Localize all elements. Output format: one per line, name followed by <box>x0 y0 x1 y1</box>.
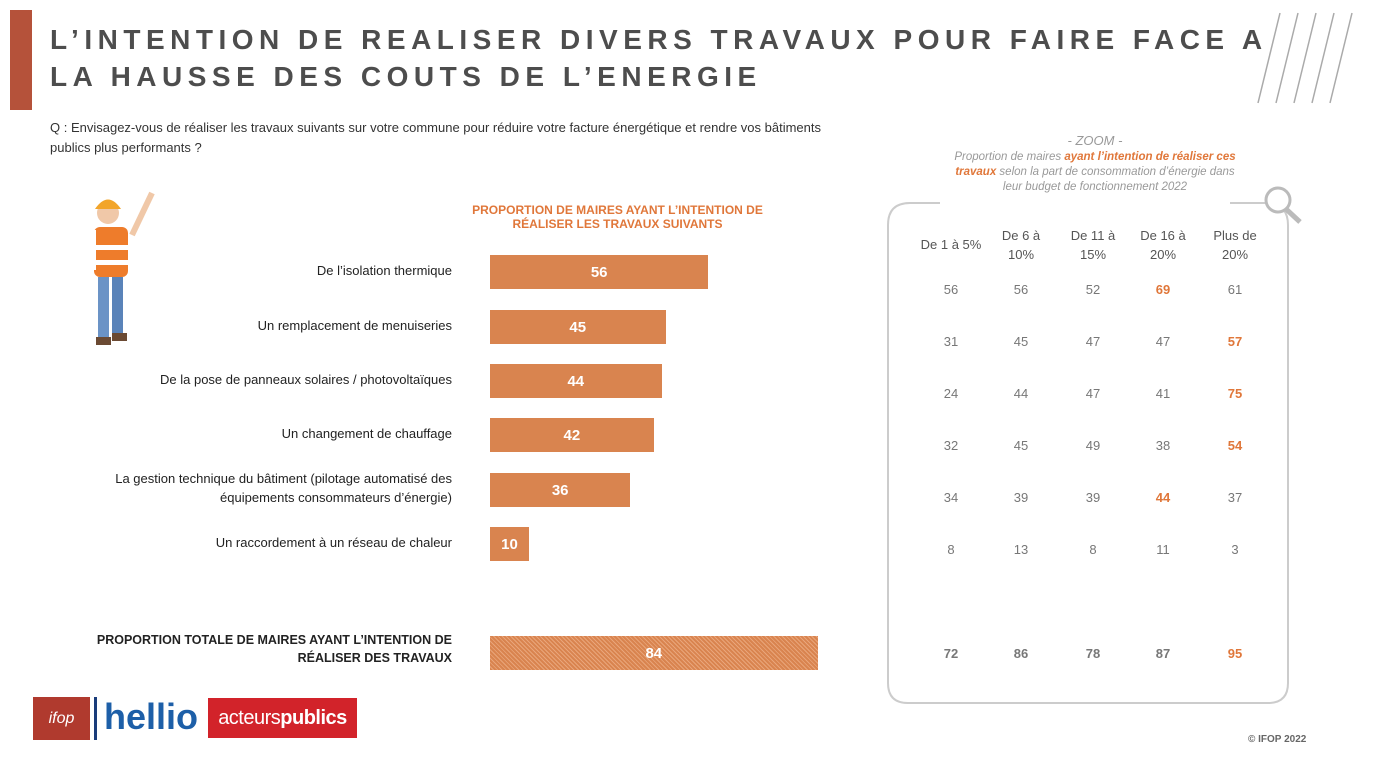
table-cell: 61 <box>1227 282 1243 297</box>
column-header: De 1 à 5% <box>920 237 982 252</box>
table-cell: 37 <box>1227 490 1243 505</box>
total-cell: 72 <box>943 646 959 661</box>
table-cell: 56 <box>1013 282 1029 297</box>
chart-title: PROPORTION DE MAIRES AYANT L’INTENTION D… <box>472 203 763 231</box>
caption-text: Proportion de maires <box>954 151 1065 163</box>
column-header: De 6 à <box>1001 228 1041 243</box>
data-label: 56 <box>590 263 608 281</box>
question: Q : Envisagez-vous de réaliser les trava… <box>50 120 821 155</box>
caption-text: selon la part de consommation d’énergie … <box>996 166 1235 193</box>
column-header: Plus de <box>1213 228 1257 243</box>
logo-text: publics <box>280 706 347 729</box>
column-header: De 16 à <box>1140 228 1186 243</box>
category-label: Un raccordement à un réseau de chaleur <box>215 534 452 550</box>
table-cell: 13 <box>1013 542 1029 557</box>
total-cell: 95 <box>1227 646 1243 661</box>
table-cell: 3 <box>1231 542 1239 557</box>
category-label: De l’isolation thermique <box>316 262 452 278</box>
table-cell: 56 <box>943 282 959 297</box>
data-label: 10 <box>501 535 518 553</box>
column-header: 10% <box>1007 247 1035 262</box>
table-cell: 8 <box>1089 542 1097 557</box>
table-cell: 52 <box>1085 282 1101 297</box>
table-cell: 11 <box>1156 542 1170 557</box>
table-cell: 45 <box>1013 334 1029 349</box>
column-header: 15% <box>1079 247 1107 262</box>
column-header: 20% <box>1149 247 1177 262</box>
table-cell: 8 <box>947 542 955 557</box>
table-cell: 49 <box>1085 438 1101 453</box>
zoom-heading: - ZOOM - <box>1067 133 1123 148</box>
bar: 56 <box>490 255 709 289</box>
table-cell: 32 <box>943 438 959 453</box>
table-cell: 34 <box>943 490 959 505</box>
total-bar: 84 <box>490 636 818 670</box>
logo-ifop: ifop <box>33 697 90 740</box>
data-label: 36 <box>551 481 569 499</box>
category-label: Un changement de chauffage <box>281 425 452 441</box>
bar: 36 <box>490 473 631 507</box>
zoom-frame <box>887 186 1302 704</box>
logo-hellio: hellio <box>104 696 199 737</box>
category-label: La gestion technique du bâtiment (pilota… <box>115 471 452 505</box>
caption-highlight: ayant l’intention de réaliser ces travau… <box>955 151 1236 178</box>
table-cell: 47 <box>1085 334 1101 349</box>
table-cell: 57 <box>1227 334 1243 349</box>
table-cell: 39 <box>1085 490 1101 505</box>
table-cell: 47 <box>1085 386 1101 401</box>
category-label: Un remplacement de menuiseries <box>257 317 452 333</box>
worker-illustration <box>89 191 155 345</box>
zoom-caption: Proportion de maires ayant l’intention d… <box>950 150 1240 195</box>
table-cell: 39 <box>1013 490 1029 505</box>
table-cell: 44 <box>1013 386 1029 401</box>
bar: 42 <box>490 418 654 452</box>
bar: 10 <box>490 527 529 561</box>
title-line: L’INTENTION DE REALISER DIVERS TRAVAUX P… <box>50 24 1268 55</box>
logo-acteurspublics: acteurs publics <box>208 698 357 738</box>
table-cell: 44 <box>1155 490 1171 505</box>
bar: 44 <box>490 364 662 398</box>
table-cell: 69 <box>1155 282 1171 297</box>
logo-text: acteurs <box>218 706 281 729</box>
category-label: De la pose de panneaux solaires / photov… <box>160 371 452 387</box>
total-cell: 86 <box>1013 646 1029 661</box>
table-cell: 24 <box>943 386 959 401</box>
table-cell: 47 <box>1155 334 1171 349</box>
data-label: 44 <box>567 372 585 390</box>
table-cell: 75 <box>1227 386 1243 401</box>
table-cell: 38 <box>1155 438 1171 453</box>
title-line: LA HAUSSE DES COUTS DE L’ENERGIE <box>50 61 762 92</box>
column-header: 20% <box>1221 247 1249 262</box>
data-label: 45 <box>569 318 587 336</box>
table-cell: 31 <box>943 334 959 349</box>
accent-bar <box>10 10 32 110</box>
total-cell: 78 <box>1085 646 1101 661</box>
total-cell: 87 <box>1155 646 1171 661</box>
table-cell: 54 <box>1227 438 1243 453</box>
column-header: De 11 à <box>1070 228 1116 243</box>
bar: 45 <box>490 310 666 344</box>
decor-lines <box>1257 12 1353 104</box>
table-cell: 45 <box>1013 438 1029 453</box>
data-label: 42 <box>563 426 581 444</box>
total-label: PROPORTION TOTALE DE MAIRES AYANT L’INTE… <box>96 633 452 665</box>
copyright: © IFOP 2022 <box>1248 734 1307 745</box>
logo-divider <box>94 697 97 740</box>
table-cell: 41 <box>1155 386 1171 401</box>
data-label: 84 <box>645 644 663 662</box>
